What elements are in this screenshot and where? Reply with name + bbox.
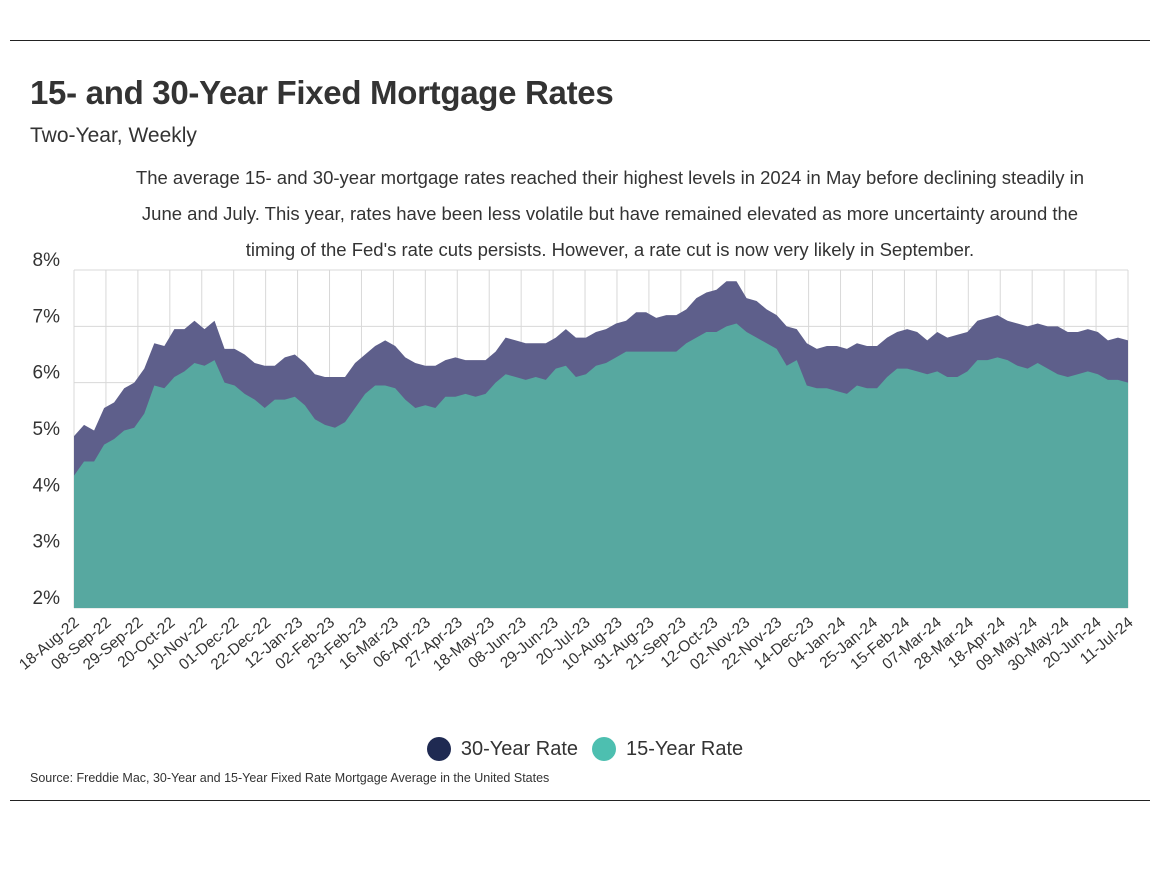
area-series	[74, 281, 1128, 608]
y-tick-label: 6%	[33, 363, 61, 384]
legend-label-15-year: 15-Year Rate	[626, 737, 744, 760]
legend-item-15-year: 15-Year Rate	[592, 737, 743, 761]
y-tick-label: 8%	[33, 250, 61, 271]
bottom-rule	[10, 800, 1150, 801]
legend-label-30-year: 30-Year Rate	[460, 737, 578, 760]
y-tick-label: 5%	[33, 419, 61, 440]
top-rule	[10, 40, 1150, 41]
source-note: Source: Freddie Mac, 30-Year and 15-Year…	[30, 771, 550, 785]
y-tick-label: 4%	[33, 475, 61, 496]
y-tick-label: 7%	[33, 306, 61, 327]
legend-swatch-30-year	[426, 737, 451, 761]
y-tick-label: 3%	[33, 532, 61, 553]
y-tick-label: 2%	[33, 588, 61, 609]
legend-swatch-15-year	[592, 737, 616, 761]
area-15-year-rate	[74, 323, 1128, 608]
legend-item-30-year: 30-Year Rate	[426, 737, 578, 761]
y-axis-ticks: 2% 3% 4% 5% 6% 7% 8%	[33, 250, 61, 609]
chart-title: 15- and 30-Year Fixed Mortgage Rates	[30, 74, 614, 111]
chart-subtitle: Two-Year, Weekly	[30, 124, 197, 147]
chart-description: The average 15- and 30-year mortgage rat…	[135, 167, 1085, 260]
x-axis-ticks: 18-Aug-2208-Sep-2229-Sep-2220-Oct-2210-N…	[16, 614, 1137, 675]
chart-legend: 30-Year Rate 15-Year Rate	[0, 737, 1170, 761]
mortgage-rate-chart: 2% 3% 4% 5% 6% 7% 8% 18-Aug-2208-Sep-2229-Sep-…	[16, 250, 1137, 675]
